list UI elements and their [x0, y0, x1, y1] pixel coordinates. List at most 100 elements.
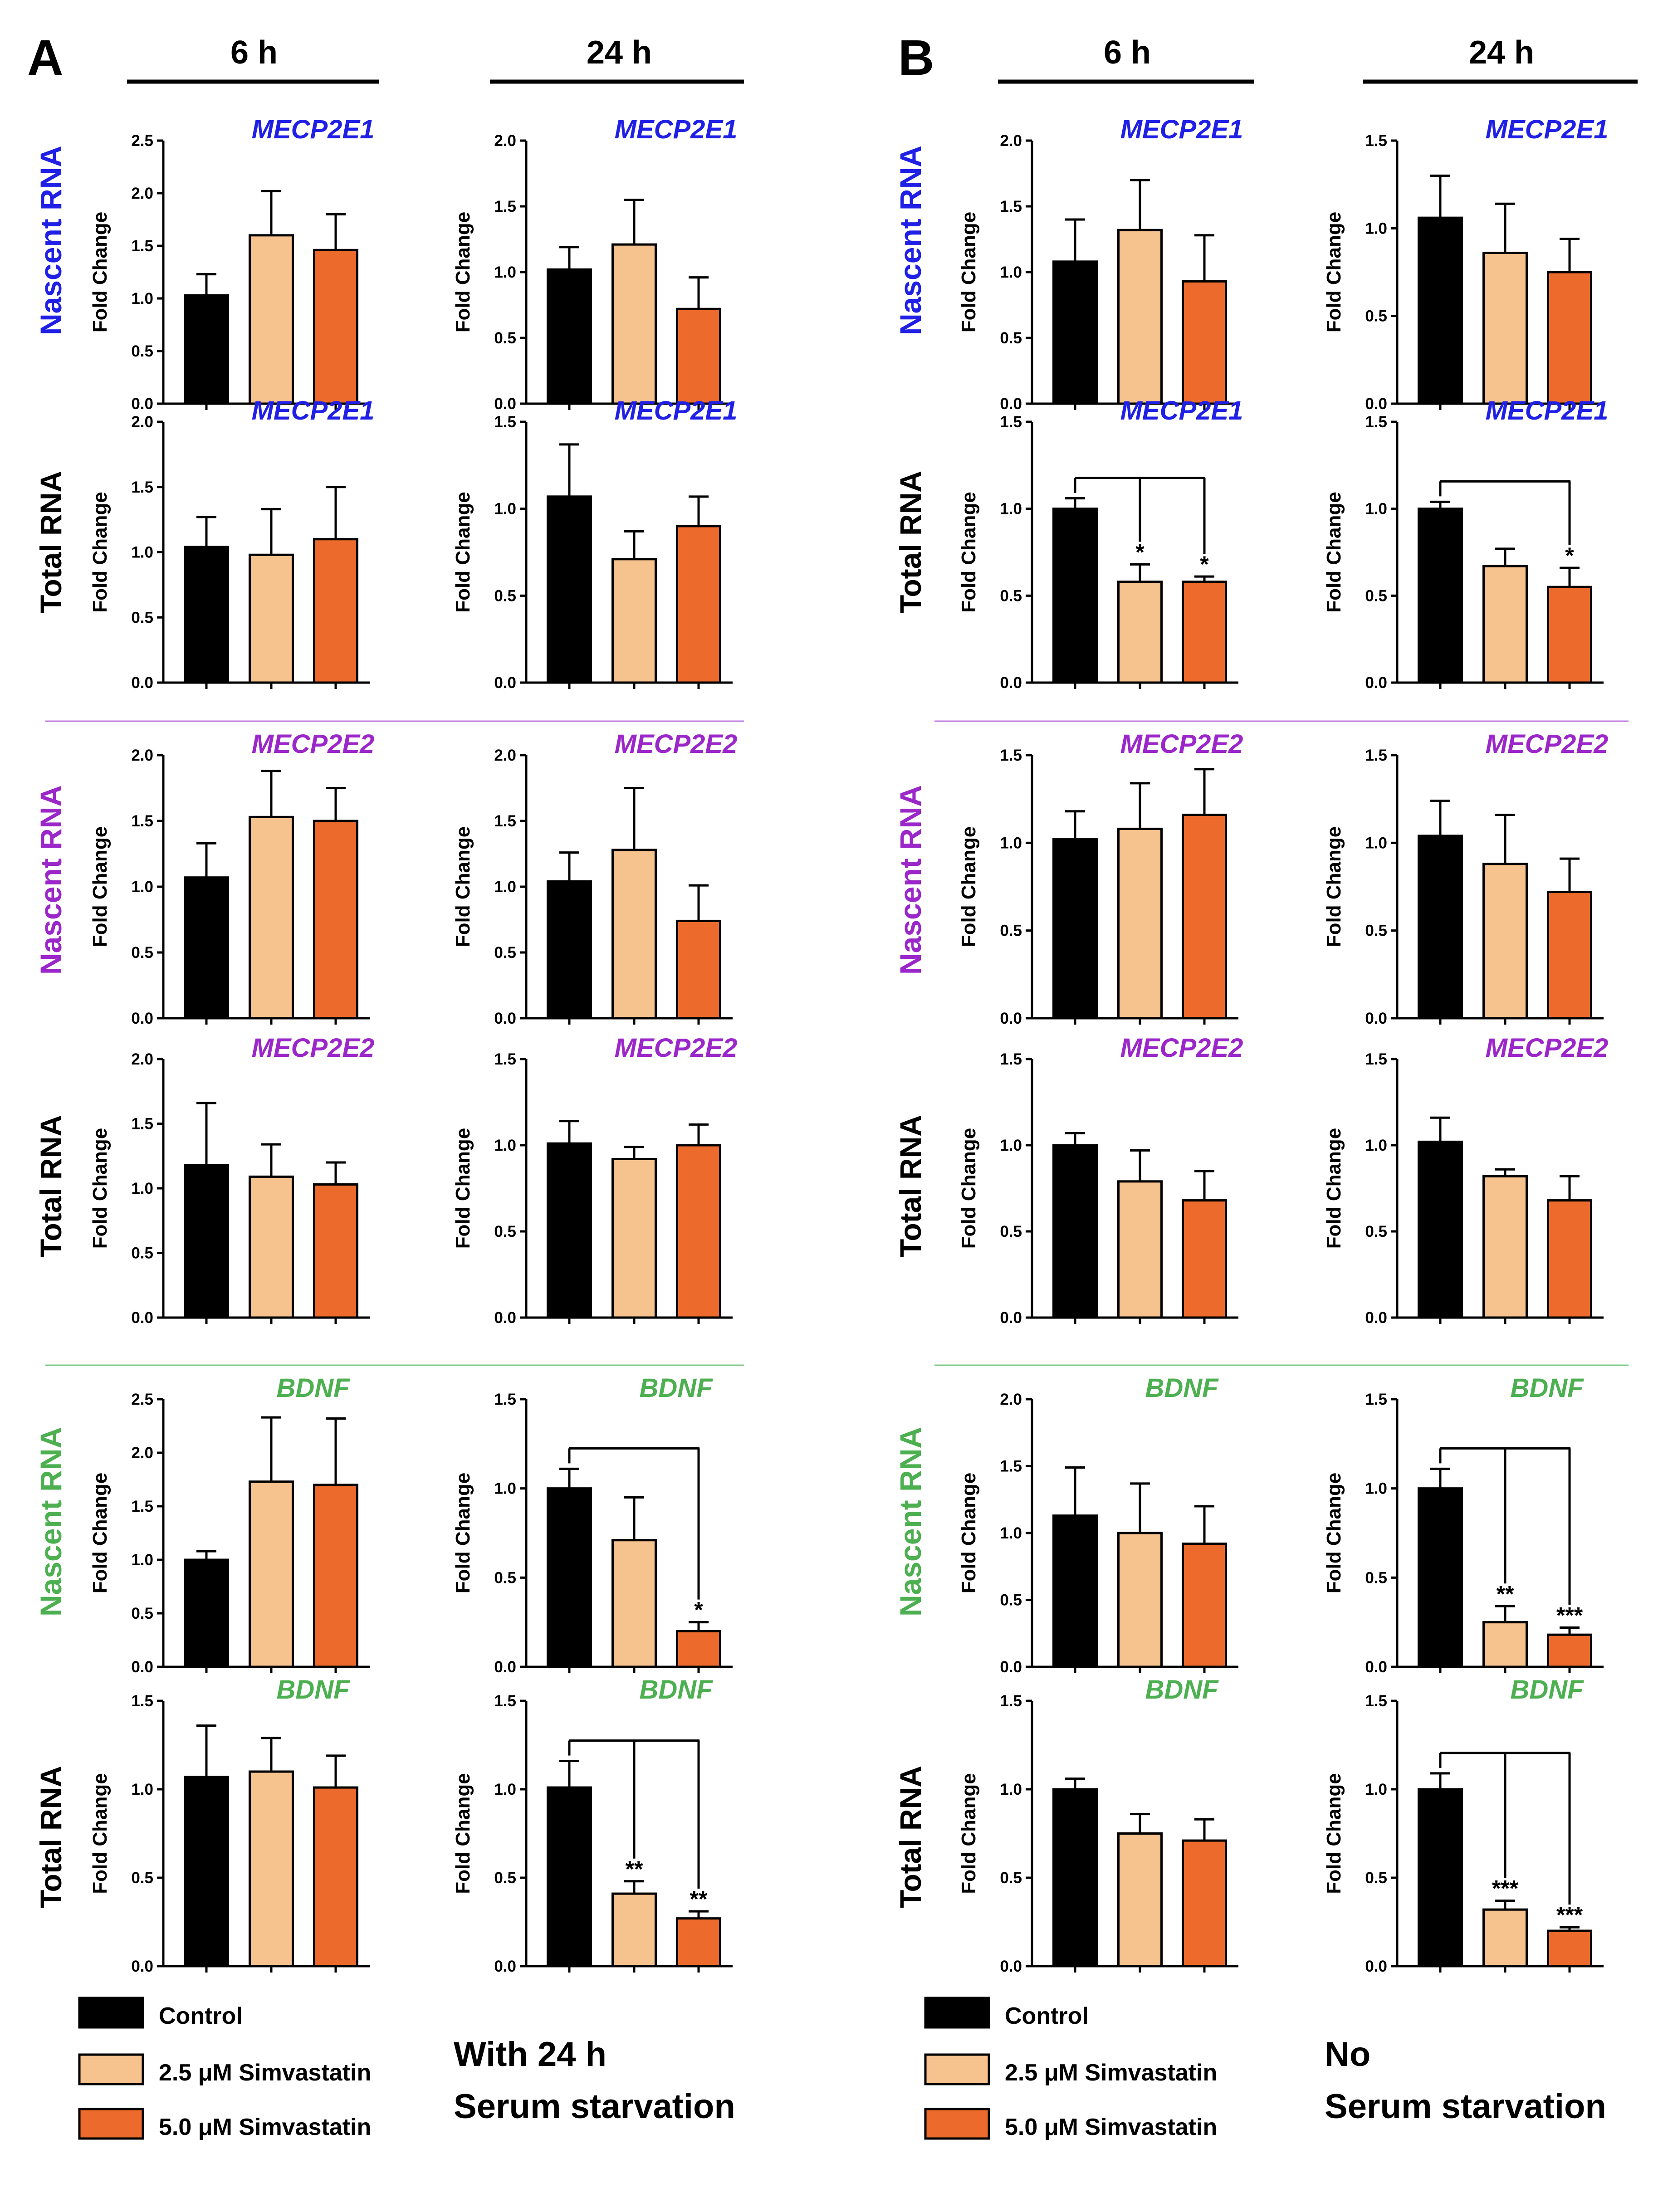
chart-b-bdnf-total-24h-y-tick-label: 0.0 — [1365, 1958, 1387, 1975]
chart-b-bdnf-nascent-24h-y-axis-label: Fold Change — [1323, 1473, 1345, 1593]
chart-a-bdnf-total-24h-y-tick-label: 0.0 — [494, 1958, 516, 1975]
chart-b-bdnf-nascent-24h-y-tick-label: 0.5 — [1365, 1569, 1387, 1587]
chart-b-bdnf-nascent-6h-y-tick-label: 1.5 — [1000, 1458, 1022, 1475]
chart-b-mecp2e1-total-24h-y-tick-label: 1.5 — [1365, 413, 1387, 431]
chart-b-mecp2e1-total-6h-y-tick-label: 0.5 — [1000, 587, 1022, 605]
chart-b-mecp2e2-nascent-24h-y-tick-label: 1.0 — [1365, 834, 1387, 852]
chart-b-mecp2e2-total-24h-bar-1 — [1482, 1175, 1528, 1319]
chart-b-bdnf-nascent-24h-sig-label-1: *** — [1556, 1602, 1583, 1628]
chart-b-mecp2e2-nascent-24h-bar-1 — [1482, 863, 1528, 1020]
chart-a-bdnf-total-24h-gene-title: BDNF — [639, 1675, 713, 1704]
chart-b-bdnf-nascent-6h-y-tick-label: 0.5 — [1000, 1592, 1022, 1609]
panel-a-header-6h: 6 h — [230, 34, 278, 71]
chart-a-bdnf-total-6h-y-tick-label: 1.0 — [131, 1781, 153, 1798]
chart-b-mecp2e1-total-24h-y-axis-label: Fold Change — [1323, 492, 1345, 612]
chart-b-mecp2e1-total-6h-gene-title: MECP2E1 — [1120, 396, 1243, 425]
chart-a-mecp2e1-nascent-6h-y-tick-label: 2.5 — [131, 132, 153, 150]
chart-b-bdnf-nascent-24h-y-tick-label: 1.5 — [1365, 1391, 1387, 1408]
chart-b-mecp2e2-nascent-24h-y-tick-label: 0.0 — [1365, 1010, 1387, 1027]
chart-a-mecp2e2-nascent-6h-gene-title: MECP2E2 — [252, 729, 375, 759]
row-label-b-bdnf-total: Total RNA — [894, 1766, 927, 1908]
chart-a-bdnf-nascent-24h-y-tick-label: 0.5 — [494, 1569, 516, 1587]
chart-a-mecp2e1-nascent-6h-y-tick-label: 1.0 — [131, 290, 153, 308]
chart-b-mecp2e1-nascent-6h-y-tick-label: 0.0 — [1000, 395, 1022, 413]
chart-a-bdnf-nascent-24h-sig-label-0: * — [694, 1597, 703, 1623]
chart-b-mecp2e2-total-6h-bar-1 — [1117, 1180, 1163, 1319]
chart-a-mecp2e2-total-6h-bar-1 — [249, 1175, 294, 1319]
chart-a-mecp2e2-nascent-6h-bar-1 — [249, 815, 294, 1020]
chart-a-bdnf-nascent-6h-bar-1 — [249, 1480, 294, 1668]
chart-b-mecp2e1-total-24h-sig-label-0: * — [1565, 543, 1574, 568]
chart-a-bdnf-total-24h: BDNF Fold Change 0.0 0.5 1.0 1.5 ** ** — [452, 1675, 733, 1975]
panel-a-header-24h: 24 h — [587, 34, 652, 71]
chart-a-mecp2e2-total-24h-y-tick-label: 1.5 — [494, 1050, 516, 1068]
chart-a-mecp2e1-nascent-6h-y-tick-label: 0.5 — [131, 342, 153, 360]
chart-b-bdnf-total-24h-gene-title: BDNF — [1510, 1675, 1584, 1704]
chart-b-mecp2e2-total-6h-y-axis-label: Fold Change — [958, 1128, 980, 1249]
legend-a-label-control: Control — [159, 2003, 243, 2029]
chart-b-mecp2e1-total-24h-y-tick-label: 0.0 — [1365, 674, 1387, 692]
chart-a-mecp2e2-total-6h-y-tick-label: 0.0 — [131, 1309, 153, 1327]
chart-b-bdnf-nascent-24h-y-tick-label: 0.0 — [1365, 1658, 1387, 1676]
chart-b-bdnf-total-6h-bar-1 — [1117, 1832, 1163, 1968]
legend-b-swatch-control — [924, 1997, 990, 2029]
chart-a-bdnf-nascent-24h-bar-1 — [611, 1539, 657, 1668]
chart-a-mecp2e1-total-24h-bar-2 — [676, 525, 721, 684]
chart-b-mecp2e2-nascent-24h-bar-2 — [1547, 891, 1592, 1020]
chart-a-bdnf-nascent-6h-y-axis-label: Fold Change — [89, 1473, 111, 1593]
chart-b-bdnf-nascent-24h-y-tick-label: 1.0 — [1365, 1480, 1387, 1498]
panel-label-b: B — [898, 30, 934, 86]
chart-b-mecp2e1-nascent-6h-y-tick-label: 1.5 — [1000, 198, 1022, 215]
chart-a-mecp2e1-total-6h-gene-title: MECP2E1 — [252, 396, 375, 425]
chart-a-bdnf-nascent-24h-y-axis-label: Fold Change — [452, 1473, 474, 1593]
chart-b-mecp2e1-total-6h-y-tick-label: 1.0 — [1000, 500, 1022, 518]
chart-b-mecp2e2-nascent-6h-y-tick-label: 1.5 — [1000, 747, 1022, 764]
chart-a-mecp2e1-total-6h-y-tick-label: 1.0 — [131, 544, 153, 562]
chart-b-mecp2e1-nascent-24h-y-tick-label: 1.5 — [1365, 132, 1387, 150]
chart-a-bdnf-nascent-6h-bar-2 — [313, 1484, 358, 1668]
chart-a-mecp2e2-total-24h-y-tick-label: 1.0 — [494, 1137, 516, 1154]
chart-b-mecp2e1-total-6h-bar-1 — [1117, 581, 1163, 684]
chart-b-mecp2e2-total-24h: MECP2E2 Fold Change 0.0 0.5 1.0 1.5 — [1323, 1033, 1608, 1327]
chart-a-mecp2e1-total-24h: MECP2E1 Fold Change 0.0 0.5 1.0 1.5 — [452, 396, 737, 692]
chart-b-bdnf-total-24h-y-tick-label: 1.5 — [1365, 1692, 1387, 1710]
chart-a-mecp2e1-total-6h-y-axis-label: Fold Change — [89, 492, 111, 612]
chart-b-mecp2e1-nascent-6h-y-tick-label: 1.0 — [1000, 264, 1022, 281]
chart-b-mecp2e1-total-24h-bar-2 — [1547, 586, 1592, 684]
chart-b-mecp2e2-nascent-24h-bar-0 — [1418, 835, 1463, 1020]
chart-b-bdnf-nascent-6h: BDNF Fold Change 0.0 0.5 1.0 1.5 2.0 — [958, 1373, 1238, 1676]
chart-b-mecp2e1-nascent-24h-y-tick-label: 1.0 — [1365, 220, 1387, 237]
chart-b-mecp2e1-nascent-24h-bar-2 — [1547, 271, 1592, 405]
legend-b-label-2-5: 2.5 μM Simvastatin — [1005, 2060, 1217, 2086]
legend-b-label-control: Control — [1005, 2003, 1089, 2029]
legend-a-swatch-control — [78, 1997, 144, 2029]
chart-b-mecp2e2-total-6h: MECP2E2 Fold Change 0.0 0.5 1.0 1.5 — [958, 1033, 1243, 1327]
row-label-b-mecp2e2-nascent: Nascent RNA — [894, 785, 927, 975]
chart-a-bdnf-nascent-24h: BDNF Fold Change 0.0 0.5 1.0 1.5 * — [452, 1373, 733, 1676]
chart-a-mecp2e2-nascent-24h-y-tick-label: 1.5 — [494, 812, 516, 830]
chart-b-bdnf-total-24h: BDNF Fold Change 0.0 0.5 1.0 1.5 *** *** — [1323, 1675, 1604, 1975]
row-label-a-mecp2e2-total: Total RNA — [34, 1115, 68, 1257]
chart-a-mecp2e2-total-6h-gene-title: MECP2E2 — [252, 1033, 375, 1063]
chart-b-mecp2e1-total-24h-bar-1 — [1482, 565, 1528, 684]
chart-a-bdnf-total-6h: BDNF Fold Change 0.0 0.5 1.0 1.5 — [89, 1675, 370, 1975]
chart-b-mecp2e1-total-6h-y-tick-label: 0.0 — [1000, 674, 1022, 692]
chart-b-bdnf-total-6h-y-tick-label: 0.5 — [1000, 1869, 1022, 1887]
chart-b-bdnf-total-24h-bar-0 — [1418, 1788, 1463, 1968]
chart-b-mecp2e2-total-24h-y-tick-label: 1.0 — [1365, 1137, 1387, 1154]
chart-a-mecp2e1-total-24h-y-tick-label: 1.0 — [494, 500, 516, 518]
chart-a-bdnf-total-6h-y-tick-label: 1.5 — [131, 1692, 153, 1710]
chart-b-mecp2e1-nascent-24h: MECP2E1 Fold Change 0.0 0.5 1.0 1.5 — [1323, 115, 1608, 413]
chart-a-mecp2e1-total-6h: MECP2E1 Fold Change 0.0 0.5 1.0 1.5 2.0 — [89, 396, 374, 692]
chart-a-mecp2e1-nascent-24h-bar-0 — [547, 268, 592, 405]
chart-a-bdnf-nascent-24h-bar-0 — [547, 1487, 592, 1668]
chart-a-mecp2e1-nascent-24h-y-tick-label: 1.5 — [494, 198, 516, 215]
row-label-b-mecp2e1-nascent: Nascent RNA — [894, 146, 927, 335]
chart-b-mecp2e1-total-6h-y-tick-label: 1.5 — [1000, 413, 1022, 431]
chart-a-mecp2e1-nascent-6h: MECP2E1 Fold Change 0.0 0.5 1.0 1.5 2.0 2.5 — [89, 115, 374, 413]
chart-a-bdnf-nascent-24h-y-tick-label: 1.5 — [494, 1391, 516, 1408]
row-label-a-mecp2e1-nascent: Nascent RNA — [34, 146, 68, 335]
chart-a-mecp2e1-nascent-6h-y-tick-label: 2.0 — [131, 185, 153, 202]
chart-a-mecp2e2-total-6h-y-tick-label: 2.0 — [131, 1050, 153, 1068]
chart-b-mecp2e2-nascent-6h-y-tick-label: 1.0 — [1000, 834, 1022, 852]
